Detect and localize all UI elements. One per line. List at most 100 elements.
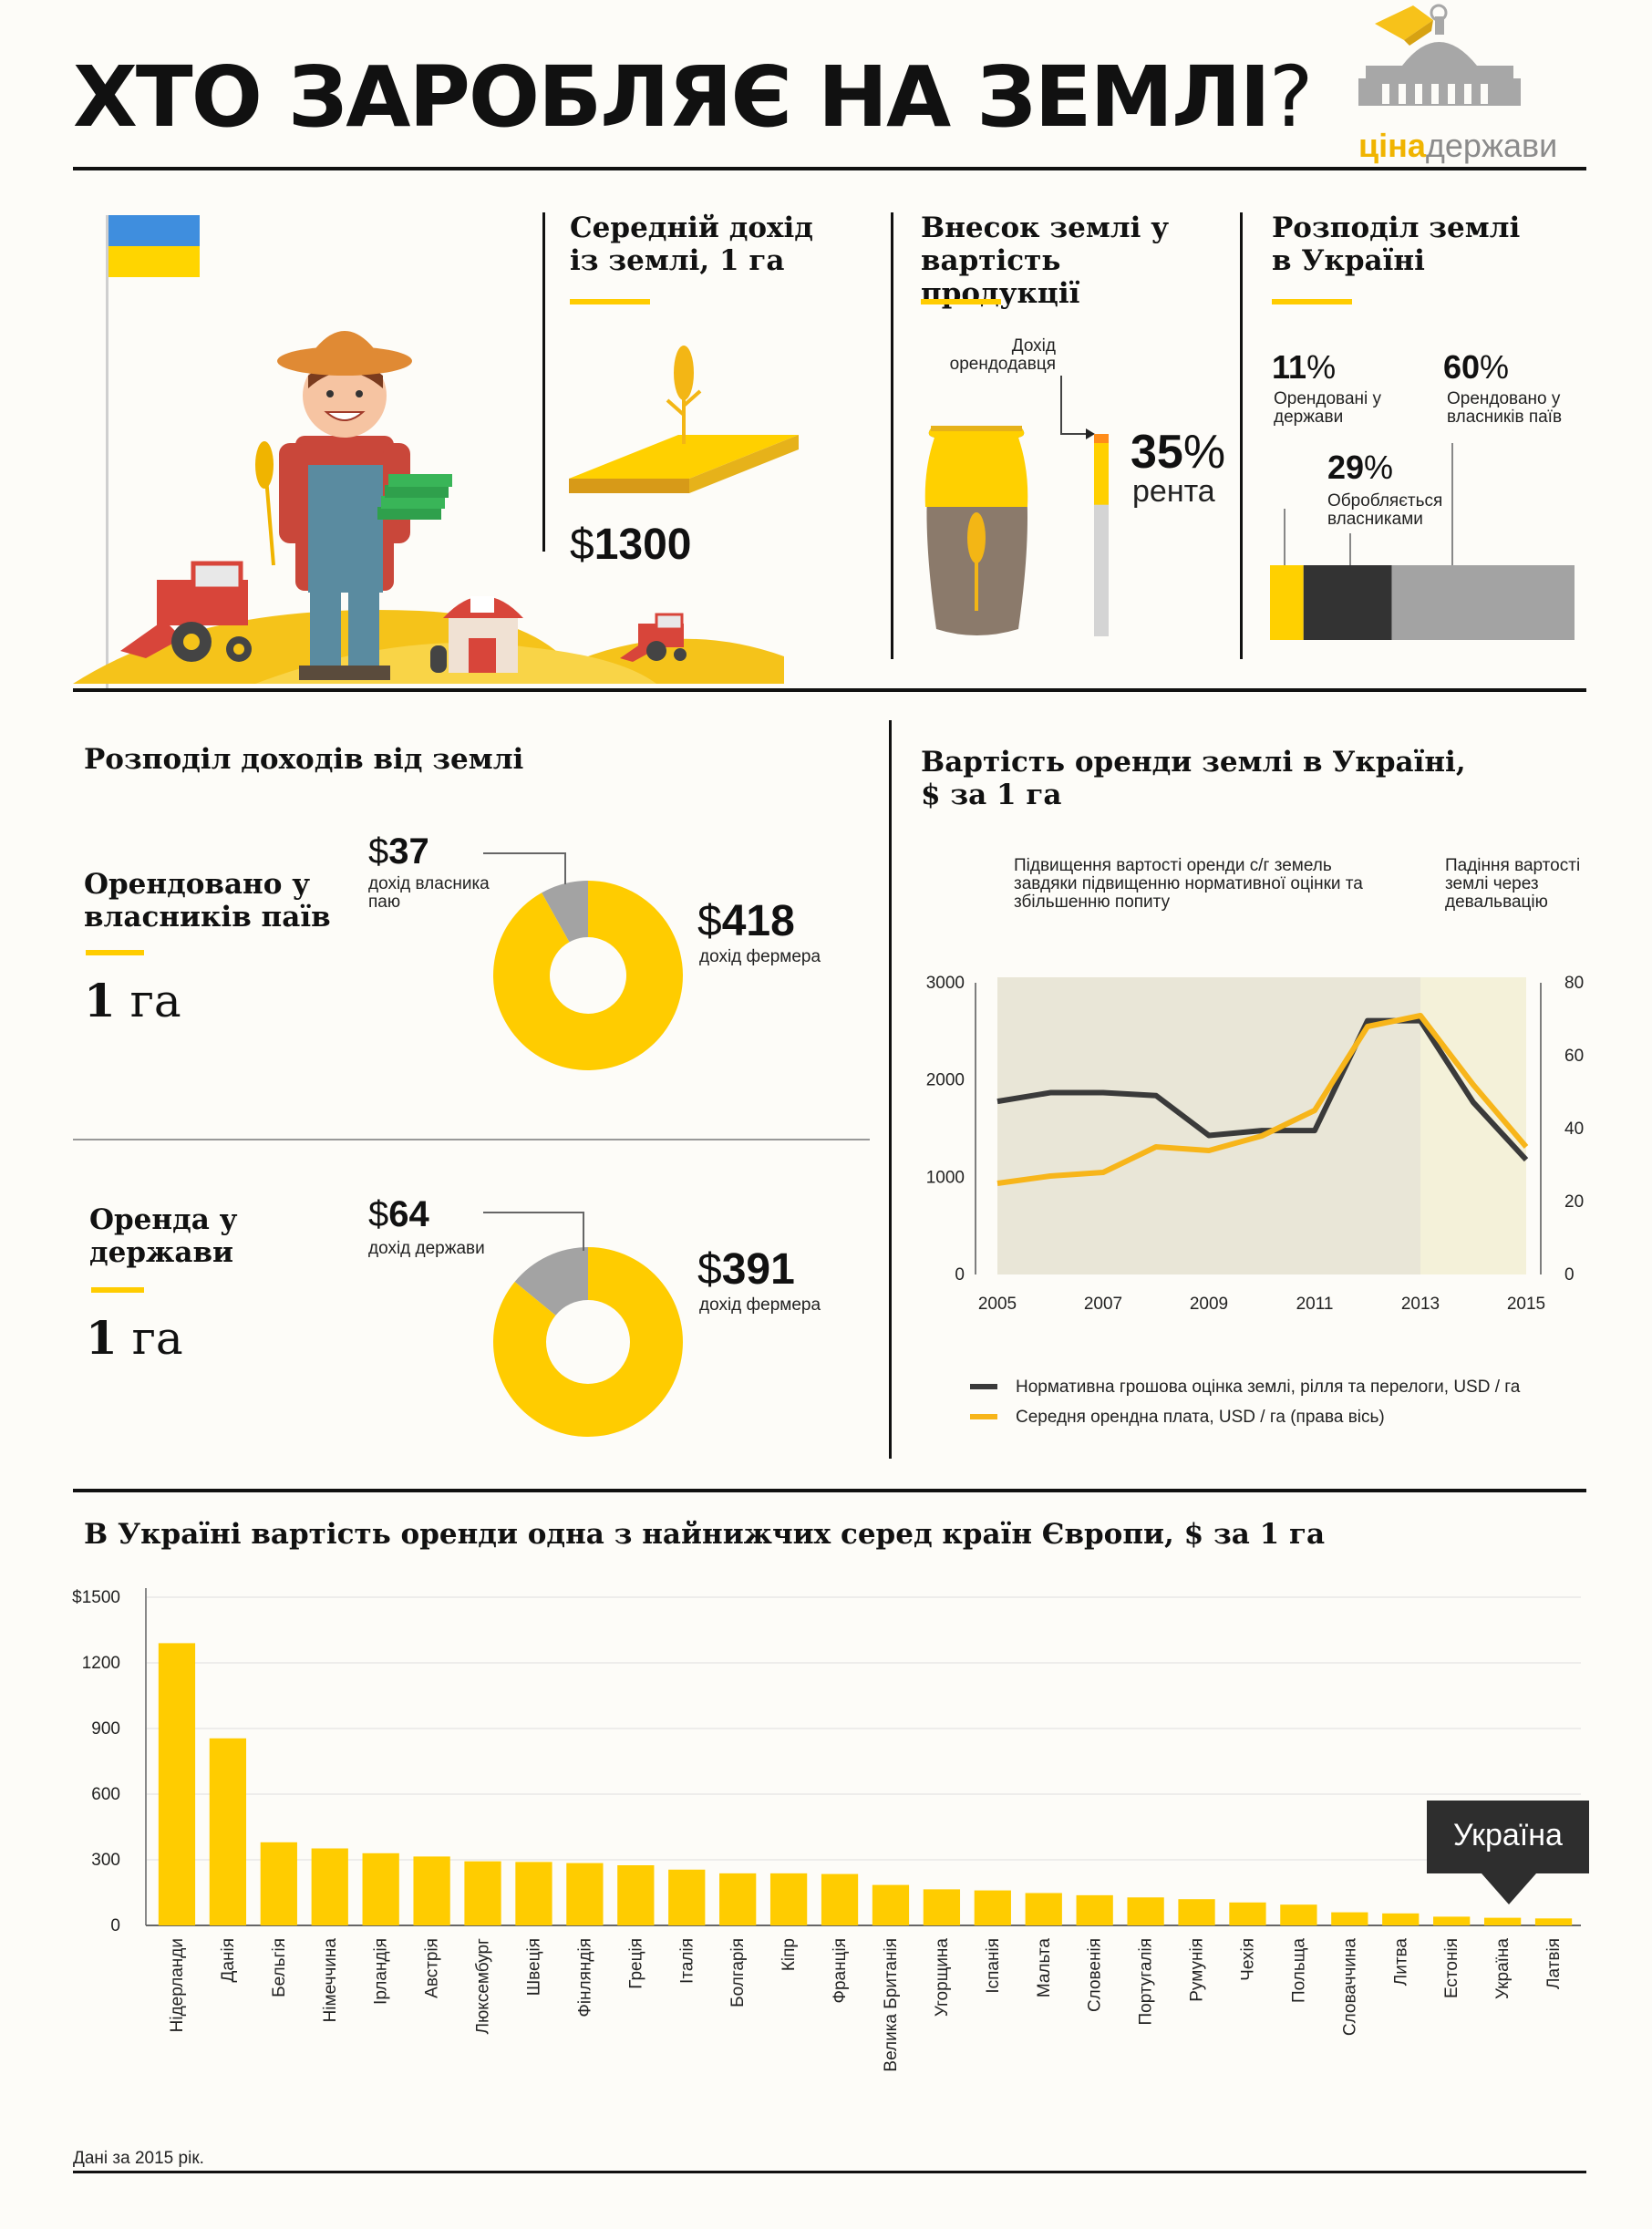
x-axis-category-label: Ірландія xyxy=(372,1938,391,2005)
field-icon xyxy=(565,324,811,506)
x-axis-category-label: Італія xyxy=(677,1938,697,1984)
income-block-1-big-value: $418 xyxy=(697,898,795,945)
rent-legend-label-2: Середня орендна плата, USD / га (права в… xyxy=(1016,1408,1385,1427)
rent-legend-label-1: Нормативна грошова оцінка землі, рілля т… xyxy=(1016,1378,1521,1397)
dist-item-shares-label: Орендовано у власників паїв xyxy=(1447,389,1563,427)
logo: цінадержави xyxy=(1349,0,1557,164)
x-axis-category-label: Фінляндія xyxy=(575,1938,594,2017)
x-axis-category-label: Велика Британія xyxy=(882,1938,901,2072)
x-axis-category-label: Україна xyxy=(1493,1938,1513,1999)
combine-left xyxy=(120,561,252,662)
x-axis-category-label: Німеччина xyxy=(321,1938,340,2023)
divider-row2 xyxy=(73,688,1586,692)
x-axis-category-label: Швеція xyxy=(524,1938,543,1996)
right-axis-tick-label: 0 xyxy=(1564,1265,1575,1285)
x-axis-tick-label: 2015 xyxy=(1507,1295,1545,1314)
income-block-2-big-value: $391 xyxy=(697,1246,795,1294)
bar-18 xyxy=(1076,1894,1113,1925)
y-axis-tick-label: 0 xyxy=(110,1916,120,1935)
x-axis-category-label: Іспанія xyxy=(984,1938,1003,1994)
y-axis-tick-label: 600 xyxy=(91,1785,120,1804)
dist-item-shares-number: 60 xyxy=(1443,348,1481,386)
income-split-title: Розподіл доходів від землі xyxy=(84,743,524,776)
donut-slice-small xyxy=(514,1247,588,1316)
bar-15 xyxy=(923,1889,961,1925)
avg-income-currency: $ xyxy=(570,521,594,569)
combine-right xyxy=(620,613,687,662)
divider-v-row2 xyxy=(889,720,892,1459)
logo-bold-text: ціна xyxy=(1358,127,1426,164)
farmer-scene-icon xyxy=(73,215,784,689)
x-axis-tick-label: 2013 xyxy=(1401,1295,1440,1314)
donut-slice-small xyxy=(542,881,588,943)
bar-0 xyxy=(158,1643,196,1925)
income-block-2-big-label: дохід фермера xyxy=(699,1295,821,1315)
bar-19 xyxy=(1127,1897,1164,1925)
logo-light-text: держави xyxy=(1425,127,1558,164)
land-share-dash xyxy=(921,299,1001,304)
bar-6 xyxy=(464,1861,501,1925)
income-block-1-heading: Орендовано у власників паїв xyxy=(84,868,331,934)
y-axis-tick-label: 300 xyxy=(91,1851,120,1870)
x-axis-tick-label: 2007 xyxy=(1084,1295,1122,1314)
income-block-1-donut xyxy=(483,848,693,1076)
x-axis-category-label: Франція xyxy=(831,1938,850,2003)
bar-9 xyxy=(617,1865,655,1925)
normative-value-line xyxy=(996,1017,1529,1162)
land-share-title: Внесок землі у вартість продукції xyxy=(921,212,1170,310)
x-axis-tick-label: 2011 xyxy=(1296,1295,1334,1314)
left-axis-tick-label: 3000 xyxy=(926,974,965,993)
shaded-period xyxy=(997,977,1420,1274)
x-axis-tick-label: 2005 xyxy=(978,1295,1017,1314)
rent-legend-swatch-1 xyxy=(970,1384,997,1389)
dist-item-shares-sign: % xyxy=(1480,348,1510,386)
x-axis-category-label: Португалія xyxy=(1137,1938,1156,2025)
ukraine-callout: Україна xyxy=(1427,1801,1589,1904)
income-block-1-small-value: $37 xyxy=(368,831,429,872)
divider-row3 xyxy=(73,1489,1586,1492)
income-block-2-dash xyxy=(91,1287,144,1293)
bar-5 xyxy=(413,1856,450,1925)
avg-income-title: Середній дохід із землі, 1 га xyxy=(570,212,813,277)
income-block-1-big-label: дохід фермера xyxy=(699,947,821,966)
x-axis-category-label: Нідерланди xyxy=(168,1938,187,2032)
bar-20 xyxy=(1178,1899,1215,1925)
bar-24 xyxy=(1382,1913,1420,1925)
donut-leader-line xyxy=(483,852,566,884)
x-axis-category-label: Естонія xyxy=(1442,1938,1461,1998)
sack-and-gauge xyxy=(916,365,1217,656)
x-axis-category-label: Мальта xyxy=(1035,1938,1054,1998)
land-distribution-bar xyxy=(1270,428,1575,643)
distribution-segment xyxy=(1270,565,1304,640)
dist-item-state-number: 11 xyxy=(1272,348,1307,386)
y-axis-tick-label: 900 xyxy=(91,1719,120,1739)
income-block-2-big-number: 391 xyxy=(721,1245,795,1294)
y-axis-tick-label: $1500 xyxy=(72,1588,120,1607)
europe-bar-chart: 0 300 600 900 1200 $1500 Нідерланди Данія Бельгі… xyxy=(55,1577,1595,2115)
x-axis-category-label: Словенія xyxy=(1086,1938,1105,2012)
x-axis-category-label: Польща xyxy=(1289,1938,1308,2003)
rent-fall-note: Падіння вартості землі через девальвацію xyxy=(1445,856,1581,912)
farmer-figure xyxy=(255,331,452,680)
divider-v3 xyxy=(1240,212,1243,659)
bar-14 xyxy=(872,1884,910,1925)
bar-1 xyxy=(209,1738,247,1925)
income-block-1-dash xyxy=(86,950,144,955)
bar-27 xyxy=(1534,1918,1573,1925)
right-axis-tick-label: 60 xyxy=(1564,1047,1584,1066)
rent-rise-note: Підвищення вартості оренди с/г земель за… xyxy=(1014,856,1363,912)
income-block-2-small-currency: $ xyxy=(368,1194,389,1234)
income-block-2-area: 1 га xyxy=(86,1311,183,1366)
divider-v1 xyxy=(542,212,545,552)
ukraine-callout-label: Україна xyxy=(1453,1818,1563,1852)
income-block-2-small-number: 64 xyxy=(388,1194,429,1234)
bar-26 xyxy=(1483,1917,1522,1925)
x-axis-category-label: Кіпр xyxy=(780,1938,799,1971)
y-axis-tick-label: 1200 xyxy=(82,1654,120,1673)
income-block-2-area-unit: га xyxy=(131,1312,183,1365)
income-block-1-big-currency: $ xyxy=(697,897,722,945)
bar-25 xyxy=(1433,1916,1471,1925)
avg-income-value: $1300 xyxy=(570,520,691,571)
europe-title: В Україні вартість оренди одна з найнижч… xyxy=(84,1518,1326,1551)
land-share-label: рента xyxy=(1132,474,1215,509)
